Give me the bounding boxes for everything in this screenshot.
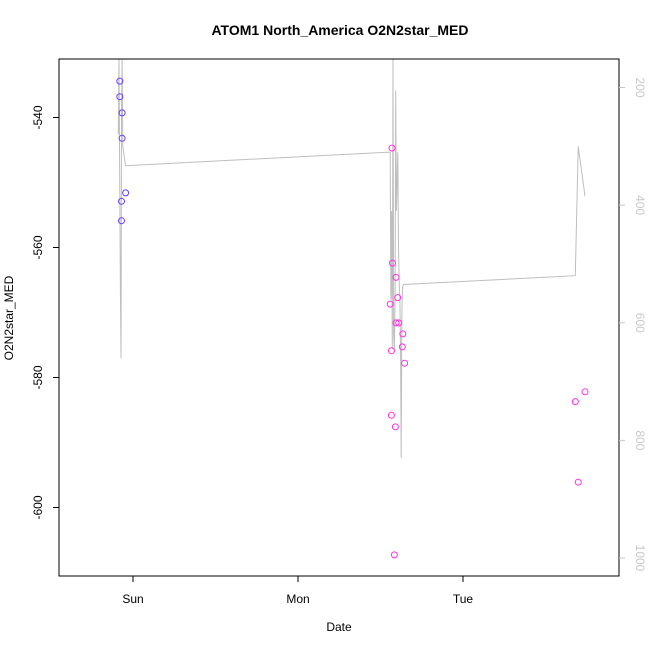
data-point — [581, 388, 589, 396]
data-point — [118, 197, 125, 205]
x-tick-label: Tue — [453, 592, 474, 606]
series-line — [117, 59, 586, 459]
data-point — [116, 77, 124, 85]
x-tick-label: Mon — [286, 592, 309, 606]
series-line-group — [117, 59, 586, 459]
plot-frame — [58, 58, 620, 577]
data-point — [118, 109, 126, 117]
data-point — [401, 359, 409, 367]
y-right-tick-label: 1000 — [633, 545, 647, 572]
x-axis-label: Date — [326, 620, 352, 634]
data-point — [118, 134, 126, 142]
chart-title: ATOM1 North_America O2N2star_MED — [211, 22, 468, 38]
y-right-tick-label: 600 — [633, 313, 647, 333]
data-point — [387, 411, 395, 419]
x-axis: Sun Mon Tue — [122, 576, 473, 606]
y-tick-label: -600 — [31, 495, 45, 519]
data-point — [392, 319, 400, 327]
series-points-group — [116, 77, 589, 559]
data-point — [116, 93, 124, 101]
data-point — [574, 478, 582, 486]
y-axis-right: 200 400 600 800 1000 — [619, 77, 647, 572]
y-axis-label: O2N2star_MED — [2, 275, 16, 360]
data-point — [392, 273, 400, 281]
data-point — [118, 217, 125, 225]
y-right-tick-label: 800 — [633, 430, 647, 450]
data-point — [571, 398, 579, 406]
y-tick-label: -580 — [31, 365, 45, 389]
data-point — [389, 259, 396, 267]
y-right-tick-label: 400 — [633, 195, 647, 215]
data-point — [386, 300, 394, 308]
y-right-tick-label: 200 — [633, 77, 647, 97]
data-point — [122, 189, 130, 197]
data-point — [394, 294, 402, 302]
data-point — [388, 144, 396, 152]
y-tick-label: -560 — [31, 235, 45, 259]
data-point — [399, 330, 407, 338]
data-point — [387, 347, 395, 355]
data-point — [395, 319, 403, 327]
x-tick-label: Sun — [122, 592, 143, 606]
y-axis-left: -540 -560 -580 -600 — [31, 105, 59, 520]
data-point — [390, 551, 398, 559]
data-point — [391, 423, 399, 431]
data-point — [398, 343, 406, 351]
y-tick-label: -540 — [31, 105, 45, 129]
